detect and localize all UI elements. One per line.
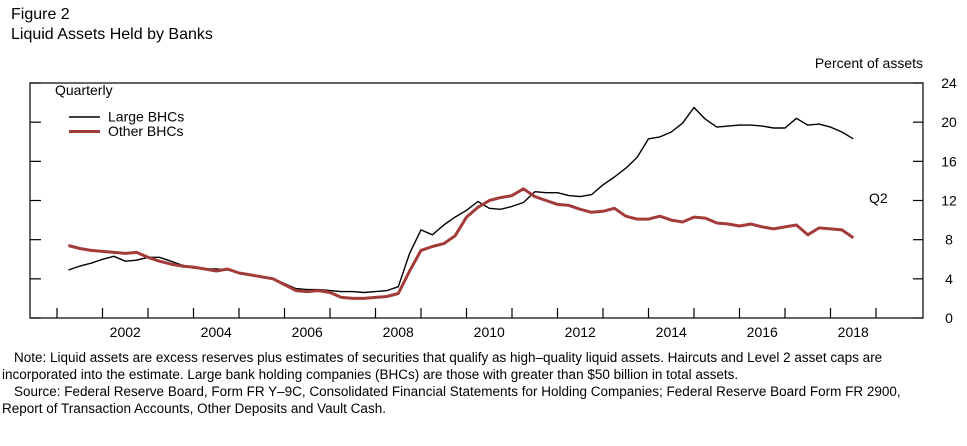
y-tick-label: 12 [941, 193, 957, 209]
x-tick-label: 2012 [565, 324, 596, 340]
x-tick-label: 2004 [201, 324, 232, 340]
x-tick-label: 2016 [747, 324, 778, 340]
y-tick-label: 16 [941, 153, 957, 169]
y-tick-label: 24 [941, 75, 957, 91]
y-tick-label: 4 [945, 271, 953, 287]
notes-block: Note: Liquid assets are excess reserves … [2, 349, 942, 417]
x-tick-label: 2010 [474, 324, 505, 340]
y-tick-label: 8 [945, 232, 953, 248]
x-tick-label: 2014 [656, 324, 687, 340]
chart-canvas: 0 4 8 12 16 20 24 2002 2004 2006 2008 2010 2012 2014 2… [29, 55, 957, 340]
figure-title-block: Figure 2 Liquid Assets Held by Banks [11, 5, 213, 45]
note-text: Note: Liquid assets are excess reserves … [2, 350, 883, 382]
unit-label: Percent of assets [815, 55, 923, 71]
figure-title: Liquid Assets Held by Banks [11, 26, 213, 43]
x-tick-label: 2018 [838, 324, 869, 340]
x-tick-label: 2008 [383, 324, 414, 340]
figure-label: Figure 2 [11, 6, 70, 23]
end-annotation: Q2 [869, 190, 888, 206]
x-tick-label: 2002 [110, 324, 141, 340]
legend-label-large-bhcs: Large BHCs [108, 109, 184, 125]
y-tick-label: 0 [945, 310, 953, 326]
frequency-label: Quarterly [55, 82, 113, 98]
series-line-large-bhcs [68, 106, 854, 294]
y-tick-label: 20 [941, 114, 957, 130]
x-tick-label: 2006 [292, 324, 323, 340]
legend-label-other-bhcs: Other BHCs [108, 123, 183, 139]
series-line-other-bhcs [68, 187, 855, 300]
source-text: Source: Federal Reserve Board, Form FR Y… [2, 384, 901, 416]
